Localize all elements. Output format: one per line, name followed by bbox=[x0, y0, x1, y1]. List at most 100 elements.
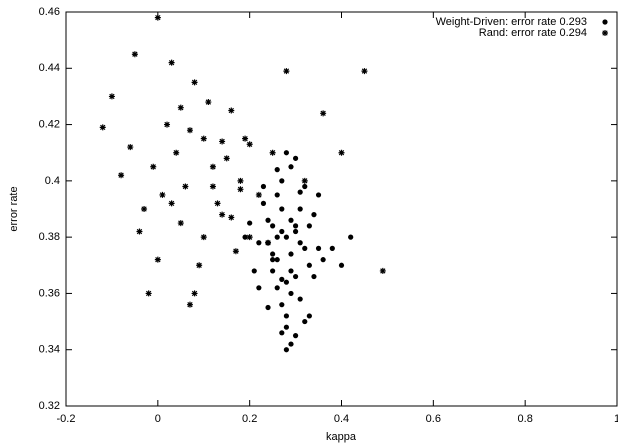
point bbox=[348, 234, 354, 240]
point bbox=[168, 59, 175, 66]
point bbox=[379, 267, 386, 274]
point bbox=[283, 279, 289, 285]
point bbox=[228, 214, 235, 221]
point bbox=[182, 183, 189, 190]
point bbox=[279, 276, 285, 282]
point bbox=[200, 234, 207, 241]
point bbox=[173, 149, 180, 156]
point bbox=[292, 155, 299, 161]
point bbox=[311, 212, 317, 218]
point bbox=[292, 223, 299, 229]
point bbox=[186, 301, 193, 308]
point bbox=[136, 228, 143, 235]
point bbox=[306, 262, 312, 268]
point bbox=[99, 124, 106, 131]
point bbox=[246, 234, 253, 241]
point bbox=[297, 296, 303, 302]
point bbox=[315, 192, 322, 198]
point bbox=[209, 163, 216, 170]
point bbox=[338, 149, 345, 156]
point bbox=[283, 234, 289, 240]
point bbox=[196, 262, 203, 269]
point bbox=[205, 99, 212, 106]
point bbox=[320, 110, 327, 117]
point bbox=[338, 262, 345, 268]
point bbox=[256, 240, 262, 246]
point bbox=[237, 186, 244, 193]
point bbox=[242, 135, 249, 142]
y-tick-label: 0.34 bbox=[39, 344, 60, 356]
point bbox=[288, 341, 294, 347]
point bbox=[301, 177, 308, 184]
point bbox=[200, 135, 207, 142]
point bbox=[306, 313, 312, 319]
point bbox=[292, 333, 299, 339]
point bbox=[251, 268, 257, 274]
x-tick-label: 0 bbox=[155, 413, 161, 425]
point bbox=[232, 248, 239, 255]
point bbox=[154, 256, 161, 263]
point bbox=[270, 251, 276, 257]
point bbox=[302, 245, 308, 251]
point bbox=[361, 68, 368, 75]
point bbox=[279, 302, 285, 308]
point bbox=[315, 245, 322, 251]
point bbox=[177, 104, 184, 111]
point bbox=[306, 223, 312, 229]
point bbox=[274, 234, 280, 240]
point bbox=[274, 167, 280, 173]
point bbox=[269, 149, 276, 156]
point bbox=[279, 228, 285, 235]
y-tick-label: 0.44 bbox=[39, 62, 60, 74]
point bbox=[150, 163, 157, 170]
point bbox=[279, 330, 285, 336]
point bbox=[141, 206, 148, 212]
point bbox=[283, 313, 289, 319]
point bbox=[145, 290, 152, 297]
point bbox=[219, 211, 226, 218]
legend-label: Rand: error rate 0.294 bbox=[479, 27, 587, 39]
x-tick-label: 0.4 bbox=[334, 413, 349, 425]
point bbox=[265, 239, 272, 246]
x-tick-label: -0.2 bbox=[57, 413, 76, 425]
point bbox=[191, 79, 198, 86]
point bbox=[320, 257, 326, 263]
y-tick-label: 0.4 bbox=[45, 175, 60, 187]
point bbox=[246, 141, 253, 148]
point bbox=[223, 155, 230, 162]
point bbox=[154, 14, 161, 21]
legend-marker bbox=[602, 30, 608, 36]
point bbox=[131, 51, 138, 58]
point bbox=[237, 177, 244, 184]
point bbox=[256, 285, 262, 291]
point bbox=[288, 290, 294, 297]
point bbox=[302, 318, 308, 325]
y-tick-label: 0.36 bbox=[39, 287, 60, 299]
point bbox=[164, 121, 171, 128]
y-tick-label: 0.46 bbox=[39, 6, 60, 18]
point bbox=[219, 138, 226, 145]
x-axis-label: kappa bbox=[326, 431, 357, 443]
point bbox=[209, 183, 216, 190]
point bbox=[260, 183, 267, 190]
point bbox=[214, 200, 221, 207]
point bbox=[260, 200, 267, 206]
point bbox=[279, 178, 285, 184]
x-tick-label: 0.2 bbox=[242, 413, 257, 425]
point bbox=[288, 164, 294, 170]
point bbox=[255, 191, 262, 198]
point bbox=[270, 223, 276, 229]
point bbox=[283, 347, 289, 353]
point bbox=[292, 273, 299, 280]
legend-label: Weight-Driven: error rate 0.293 bbox=[436, 16, 587, 28]
point bbox=[265, 217, 271, 223]
point bbox=[329, 245, 335, 251]
y-tick-label: 0.42 bbox=[39, 118, 60, 130]
point bbox=[168, 200, 175, 207]
point bbox=[274, 257, 280, 263]
point bbox=[288, 251, 294, 257]
point bbox=[270, 257, 276, 263]
legend-marker bbox=[602, 19, 608, 25]
point bbox=[270, 268, 276, 274]
